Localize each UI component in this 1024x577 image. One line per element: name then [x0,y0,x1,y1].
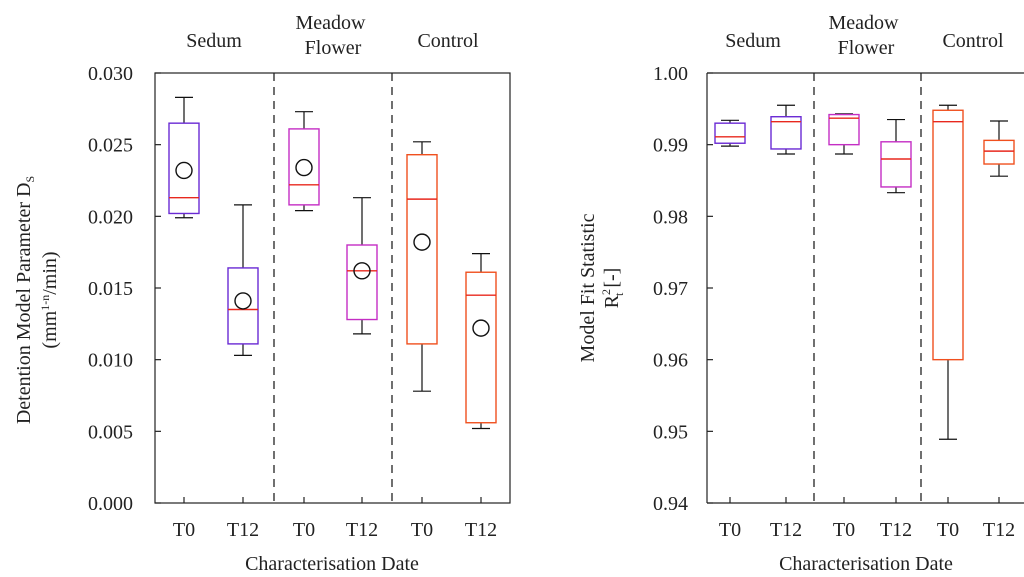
right-panel: Sedum Meadow Flower Control 0.94 0.95 0.96… [577,12,1024,575]
x-tick-label: T0 [411,519,433,541]
y-tick-label: 0.010 [88,350,133,372]
x-tick-label: T0 [173,519,195,541]
box-iqr [227,267,259,345]
left-group-label-2: Meadow Flower [296,12,371,59]
left-boxes [168,96,497,430]
right-y-axis: 0.94 0.95 0.96 0.97 0.98 0.99 1.00 [653,63,713,515]
left-x-axis: T0 T12 T0 T12 T0 T12 [173,497,497,541]
box-iqr [880,141,912,188]
right-group-label-1: Sedum [725,30,781,52]
svg-text:Detention Model Parameter DS: Detention Model Parameter DS [13,176,37,424]
box-mean-marker [175,161,193,180]
box-iqr [828,113,860,146]
y-tick-label: 1.00 [653,63,688,85]
x-tick-label: T12 [346,519,378,541]
box-iqr [932,109,964,361]
y-tick-label: 0.030 [88,63,133,85]
x-tick-label: T12 [227,519,259,541]
box-mean-marker [472,319,490,337]
y-tick-label: 0.020 [88,206,133,228]
x-tick-label: T12 [983,519,1015,541]
y-tick-label: 0.015 [88,278,133,300]
svg-text:(mm1-n/min): (mm1-n/min) [38,251,61,348]
box-mean-marker [234,292,252,310]
left-group-label-3: Control [417,30,479,52]
y-tick-label: 0.96 [653,350,688,372]
box-iqr [406,153,438,345]
box-mean-marker [295,158,313,177]
right-y-axis-title: Model Fit Statistic R2t [-] [577,213,626,362]
box-iqr [983,139,1015,165]
y-tick-label: 0.000 [88,493,133,515]
y-tick-label: 0.97 [653,278,688,300]
box-iqr [770,116,802,150]
right-x-axis: T0 T12 T0 T12 T0 T12 [719,497,1015,541]
left-panel: Sedum Meadow Flower Control 0.0000.0050.… [13,12,511,575]
right-group-label-3: Control [942,30,1004,52]
svg-text:Model Fit Statistic: Model Fit Statistic [577,213,599,362]
left-y-axis-title: Detention Model Parameter DS (mm1-n/min) [13,176,61,424]
x-tick-label: T0 [937,519,959,541]
y-tick-label: 0.95 [653,421,688,443]
left-plot-frame [154,72,511,504]
box-iqr [714,122,746,144]
box-iqr [346,244,378,321]
svg-text:R2t [-]: R2t [-] [599,268,626,309]
left-group-label-1: Sedum [186,30,242,52]
box-iqr [288,128,320,206]
box-iqr [465,271,497,424]
right-boxes [714,104,1015,440]
box-iqr [168,122,200,215]
x-tick-label: T0 [719,519,741,541]
x-tick-label: T0 [293,519,315,541]
y-tick-label: 0.98 [653,206,688,228]
right-group-label-2: Meadow Flower [829,12,904,59]
box-mean-marker [413,233,431,251]
x-tick-label: T12 [465,519,497,541]
x-tick-label: T12 [880,519,912,541]
left-y-axis: 0.000 0.005 0.010 0.015 0.020 0.025 0.030 [88,63,161,515]
y-tick-label: 0.005 [88,421,133,443]
box-mean-marker [353,262,371,280]
right-x-axis-title: Characterisation Date [779,553,953,575]
y-tick-label: 0.94 [653,493,688,515]
y-tick-label: 0.025 [88,135,133,157]
y-tick-label: 0.99 [653,135,688,157]
left-x-axis-title: Characterisation Date [245,553,419,575]
x-tick-label: T12 [770,519,802,541]
x-tick-label: T0 [833,519,855,541]
